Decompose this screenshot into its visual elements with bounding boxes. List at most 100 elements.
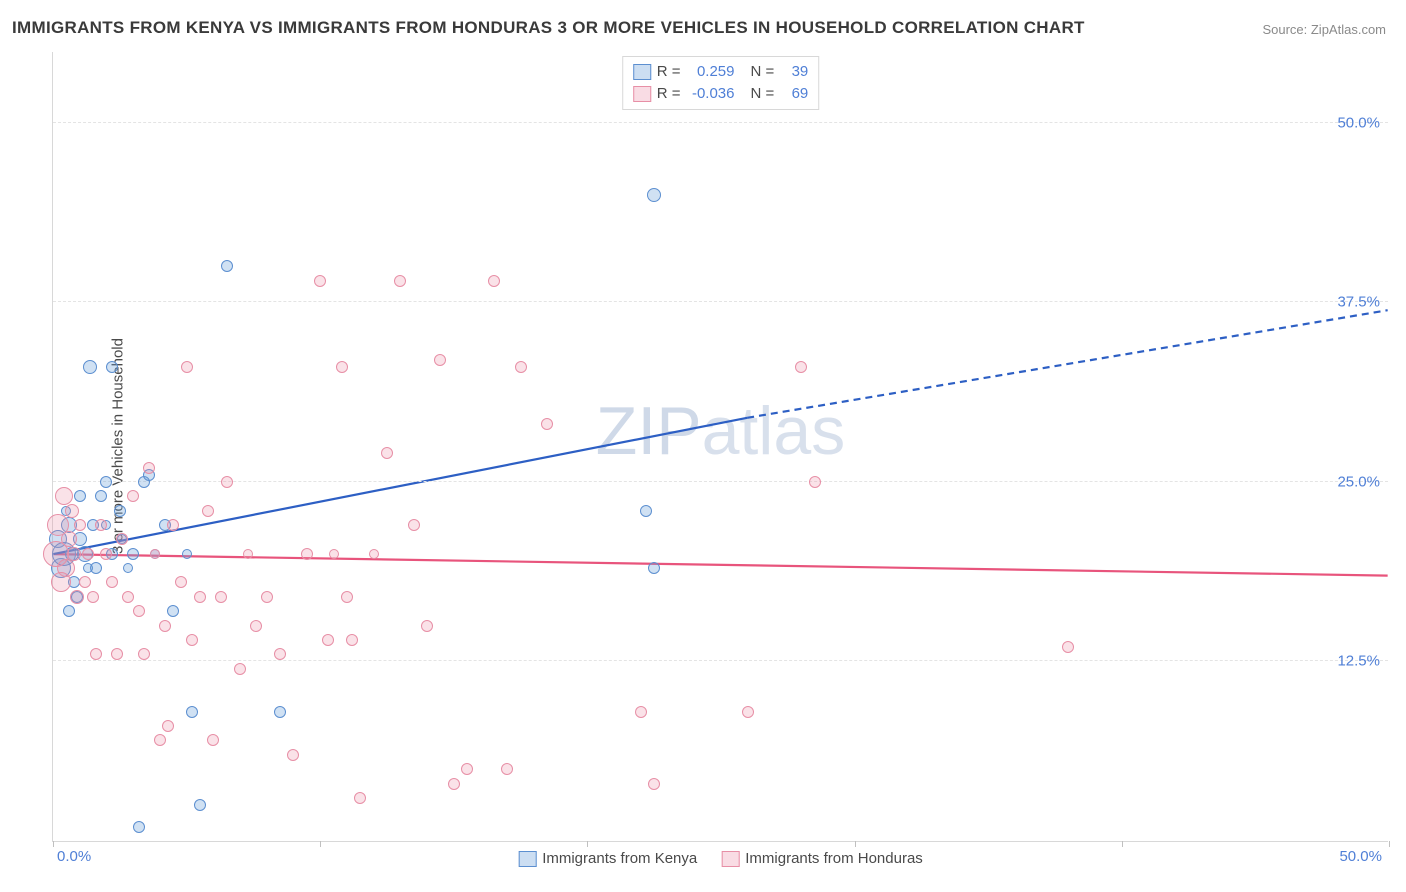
data-point — [100, 548, 112, 560]
x-tick-label: 50.0% — [1339, 848, 1382, 865]
data-point — [381, 447, 393, 459]
data-point — [186, 706, 198, 718]
data-point — [408, 519, 420, 531]
scatter-plot-area: ZIPatlas R = 0.259 N = 39 R = -0.036 N =… — [52, 52, 1388, 842]
data-point — [301, 548, 313, 560]
data-point — [501, 763, 513, 775]
data-point — [314, 275, 326, 287]
data-point — [181, 361, 193, 373]
r-value: 0.259 — [687, 61, 735, 83]
legend-swatch — [721, 851, 739, 867]
gridline — [53, 660, 1388, 661]
data-point — [87, 591, 99, 603]
data-point — [138, 648, 150, 660]
data-point — [175, 576, 187, 588]
data-point — [336, 361, 348, 373]
data-point — [74, 490, 86, 502]
legend-swatch — [633, 86, 651, 102]
data-point — [448, 778, 460, 790]
legend-swatch — [518, 851, 536, 867]
data-point — [65, 504, 79, 518]
data-point — [127, 490, 139, 502]
data-point — [1062, 641, 1074, 653]
data-point — [133, 605, 145, 617]
data-point — [61, 531, 77, 547]
x-tick — [855, 841, 856, 847]
n-value: 69 — [780, 83, 808, 105]
data-point — [221, 476, 233, 488]
data-point — [354, 792, 366, 804]
data-point — [82, 548, 94, 560]
data-point — [274, 648, 286, 660]
data-point — [90, 648, 102, 660]
data-point — [541, 418, 553, 430]
r-label: R = — [657, 83, 681, 105]
data-point — [83, 563, 93, 573]
data-point — [150, 549, 160, 559]
data-point — [234, 663, 246, 675]
data-point — [809, 476, 821, 488]
legend-row: R = -0.036 N = 69 — [633, 83, 809, 105]
data-point — [250, 620, 262, 632]
data-point — [635, 706, 647, 718]
data-point — [133, 821, 145, 833]
data-point — [57, 559, 75, 577]
n-label: N = — [751, 61, 775, 83]
data-point — [346, 634, 358, 646]
data-point — [488, 275, 500, 287]
data-point — [648, 778, 660, 790]
trend-line — [53, 418, 747, 554]
data-point — [95, 490, 107, 502]
legend-row: R = 0.259 N = 39 — [633, 61, 809, 83]
data-point — [461, 763, 473, 775]
data-point — [111, 648, 123, 660]
data-point — [123, 563, 133, 573]
x-tick — [1122, 841, 1123, 847]
data-point — [167, 605, 179, 617]
gridline — [53, 122, 1388, 123]
data-point — [322, 634, 334, 646]
data-point — [434, 354, 446, 366]
trend-line — [53, 554, 1387, 576]
data-point — [194, 591, 206, 603]
data-point — [74, 519, 86, 531]
data-point — [221, 260, 233, 272]
x-tick — [53, 841, 54, 847]
data-point — [70, 590, 84, 604]
data-point — [79, 576, 91, 588]
data-point — [394, 275, 406, 287]
data-point — [648, 562, 660, 574]
correlation-legend: R = 0.259 N = 39 R = -0.036 N = 69 — [622, 56, 820, 110]
data-point — [143, 462, 155, 474]
chart-title: IMMIGRANTS FROM KENYA VS IMMIGRANTS FROM… — [12, 18, 1085, 38]
data-point — [116, 533, 128, 545]
data-point — [127, 548, 139, 560]
trend-line — [747, 310, 1387, 418]
legend-swatch — [633, 64, 651, 80]
r-value: -0.036 — [687, 83, 735, 105]
data-point — [640, 505, 652, 517]
watermark: ZIPatlas — [596, 392, 845, 470]
data-point — [329, 549, 339, 559]
y-tick-label: 37.5% — [1337, 294, 1380, 311]
gridline — [53, 301, 1388, 302]
data-point — [106, 576, 118, 588]
r-label: R = — [657, 61, 681, 83]
data-point — [369, 549, 379, 559]
legend-item: Immigrants from Kenya — [518, 850, 697, 867]
data-point — [274, 706, 286, 718]
data-point — [515, 361, 527, 373]
data-point — [67, 547, 81, 561]
trend-lines — [53, 52, 1388, 841]
data-point — [207, 734, 219, 746]
data-point — [795, 361, 807, 373]
data-point — [261, 591, 273, 603]
legend-item: Immigrants from Honduras — [721, 850, 923, 867]
x-tick-label: 0.0% — [57, 848, 91, 865]
series-legend: Immigrants from Kenya Immigrants from Hon… — [518, 850, 923, 867]
data-point — [83, 360, 97, 374]
data-point — [100, 476, 112, 488]
data-point — [95, 519, 107, 531]
data-point — [159, 620, 171, 632]
data-point — [154, 734, 166, 746]
